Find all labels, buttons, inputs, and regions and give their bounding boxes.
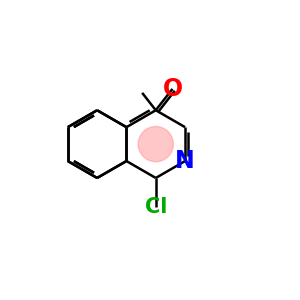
- Text: Cl: Cl: [145, 197, 167, 218]
- Text: O: O: [162, 77, 182, 101]
- Circle shape: [138, 127, 173, 162]
- Text: N: N: [175, 149, 195, 173]
